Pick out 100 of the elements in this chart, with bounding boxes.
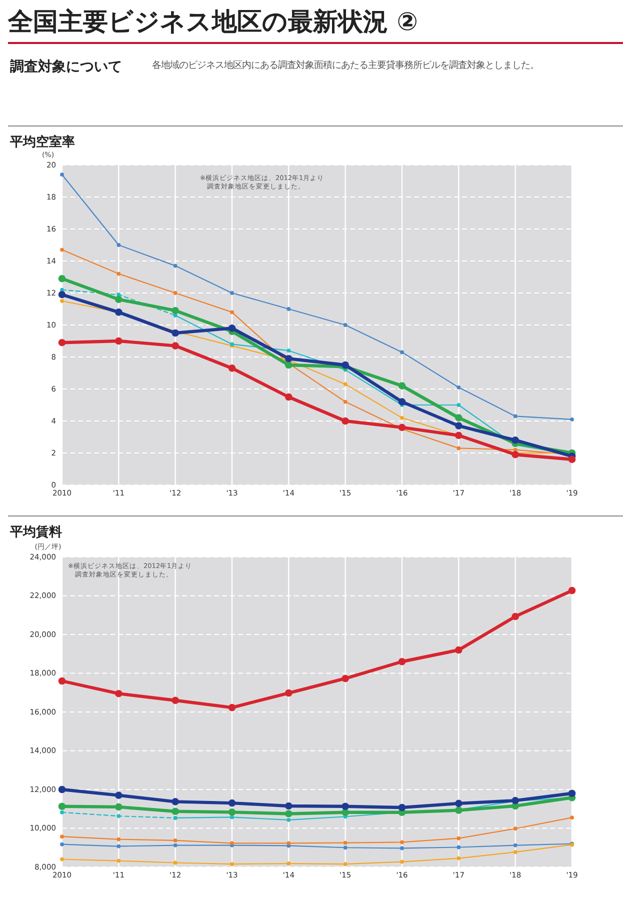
point bbox=[456, 446, 461, 450]
point bbox=[173, 264, 178, 268]
point bbox=[570, 417, 574, 422]
point bbox=[285, 393, 292, 401]
point bbox=[400, 416, 404, 420]
point bbox=[398, 398, 406, 406]
point bbox=[116, 844, 121, 848]
point bbox=[60, 299, 64, 303]
point bbox=[286, 818, 291, 822]
point bbox=[173, 843, 178, 848]
point bbox=[513, 414, 518, 418]
point bbox=[456, 385, 461, 390]
point bbox=[116, 814, 121, 818]
point bbox=[568, 790, 576, 798]
point bbox=[58, 290, 66, 298]
point bbox=[58, 786, 66, 794]
text: 各地域のビジネス地区内にある調査対象面積にあたる主要貸事務所ビルを調査対象としました。 bbox=[152, 60, 539, 71]
point bbox=[58, 274, 66, 282]
point bbox=[60, 172, 64, 177]
point bbox=[58, 677, 66, 685]
point bbox=[115, 337, 122, 345]
point bbox=[173, 816, 178, 820]
point bbox=[513, 850, 518, 854]
point bbox=[456, 845, 461, 850]
point bbox=[400, 846, 404, 850]
point bbox=[285, 354, 292, 362]
point bbox=[568, 586, 576, 594]
point bbox=[286, 862, 291, 866]
point bbox=[173, 291, 178, 295]
point bbox=[285, 810, 292, 818]
point bbox=[343, 840, 348, 845]
point bbox=[286, 307, 291, 311]
point bbox=[230, 310, 234, 314]
point bbox=[512, 436, 519, 444]
point bbox=[116, 272, 121, 276]
point bbox=[60, 842, 64, 846]
point bbox=[400, 350, 404, 354]
point bbox=[116, 292, 121, 297]
point bbox=[116, 243, 121, 247]
point bbox=[230, 815, 234, 820]
point bbox=[398, 382, 406, 390]
point bbox=[285, 802, 292, 810]
point bbox=[173, 860, 178, 865]
point bbox=[512, 612, 519, 620]
point bbox=[230, 291, 234, 295]
point bbox=[58, 338, 66, 346]
point bbox=[172, 342, 179, 350]
chart-title: 平均賃料 bbox=[9, 525, 62, 540]
point bbox=[172, 696, 179, 704]
point bbox=[398, 804, 406, 812]
point bbox=[172, 306, 179, 314]
point bbox=[172, 329, 179, 337]
text: 全国主要ビジネス地区の最新状況 ② bbox=[7, 7, 418, 36]
point bbox=[455, 800, 462, 808]
point bbox=[116, 837, 121, 842]
point bbox=[115, 296, 122, 304]
point bbox=[60, 834, 64, 839]
point bbox=[455, 422, 462, 430]
point bbox=[343, 400, 348, 404]
point bbox=[115, 803, 122, 811]
point bbox=[513, 843, 518, 848]
point bbox=[228, 808, 236, 816]
point bbox=[512, 450, 519, 458]
point bbox=[228, 364, 236, 372]
point bbox=[60, 810, 64, 814]
point bbox=[230, 862, 234, 866]
point bbox=[343, 382, 348, 386]
point bbox=[456, 856, 461, 860]
point bbox=[400, 860, 404, 864]
point bbox=[58, 802, 66, 810]
point bbox=[285, 361, 292, 369]
text: 調査対象について bbox=[10, 58, 122, 75]
point bbox=[115, 690, 122, 698]
point bbox=[342, 674, 349, 682]
point bbox=[398, 424, 406, 432]
point bbox=[228, 799, 236, 807]
point bbox=[400, 840, 404, 844]
point bbox=[285, 689, 292, 697]
point bbox=[286, 348, 291, 353]
point bbox=[228, 704, 236, 712]
point bbox=[398, 658, 406, 666]
point bbox=[456, 403, 461, 407]
point bbox=[343, 862, 348, 866]
point bbox=[342, 417, 349, 425]
point bbox=[115, 792, 122, 799]
point bbox=[60, 248, 64, 252]
point bbox=[570, 816, 574, 820]
point bbox=[342, 802, 349, 810]
point bbox=[343, 846, 348, 850]
point bbox=[60, 857, 64, 862]
point bbox=[455, 646, 462, 654]
point bbox=[286, 841, 291, 846]
point bbox=[173, 838, 178, 842]
point bbox=[455, 414, 462, 422]
point bbox=[116, 858, 121, 863]
point bbox=[456, 836, 461, 840]
point bbox=[172, 798, 179, 806]
point bbox=[343, 323, 348, 327]
point bbox=[513, 826, 518, 831]
point bbox=[172, 808, 179, 816]
